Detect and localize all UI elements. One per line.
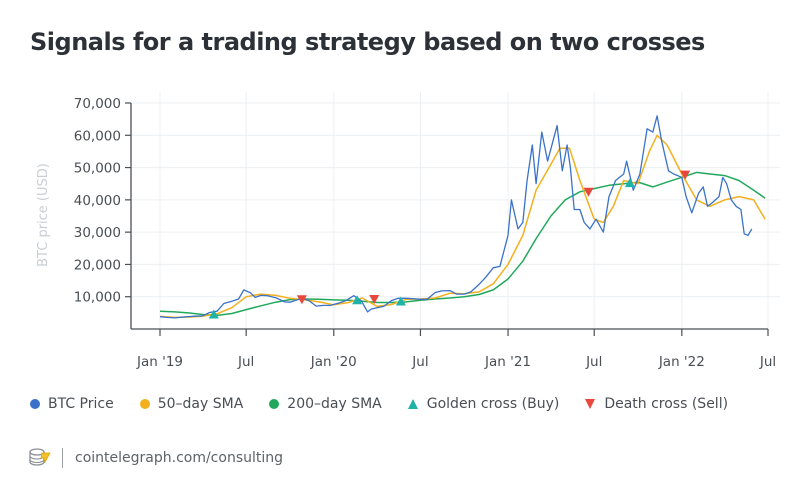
sma200-dot-icon	[269, 399, 280, 409]
legend-item-sma50[interactable]: 50–day SMA	[139, 396, 244, 412]
y-tick-label: 10,000	[74, 290, 121, 306]
legend-label: 200–day SMA	[287, 396, 382, 412]
btc-price-line	[722, 176, 753, 237]
y-tick-label: 70,000	[74, 96, 121, 112]
x-tick-label: Jan '20	[310, 354, 357, 370]
triangle-up-icon	[407, 399, 418, 409]
legend-label: Death cross (Sell)	[604, 396, 729, 412]
golden-cross-marker	[395, 296, 406, 306]
legend-label: Golden cross (Buy)	[426, 396, 560, 412]
btc-price-dot-icon	[30, 399, 40, 409]
chart-title: Signals for a trading strategy based on …	[30, 28, 705, 56]
golden-cross-marker	[208, 309, 219, 319]
y-tick-label: 40,000	[74, 193, 121, 209]
legend-item-sma200[interactable]: 200–day SMA	[269, 396, 382, 412]
y-tick-label: 50,000	[74, 161, 121, 177]
sma200-line	[159, 171, 766, 317]
source-link[interactable]: cointelegraph.com/consulting	[75, 450, 284, 466]
legend-item-death-cross[interactable]: Death cross (Sell)	[585, 396, 728, 412]
sma50-line	[159, 134, 766, 319]
death-cross-marker	[369, 294, 380, 304]
legend: BTC Price 50–day SMA 200–day SMA Golden …	[30, 396, 728, 412]
death-cross-marker	[296, 295, 307, 305]
x-tick-label: Jul	[411, 354, 428, 370]
footer: cointelegraph.com/consulting	[28, 447, 283, 469]
legend-label: BTC Price	[48, 396, 114, 412]
y-tick-label: 20,000	[74, 257, 121, 273]
x-tick-label: Jan '22	[658, 354, 705, 370]
y-axis-title: BTC price (USD)	[36, 163, 51, 267]
signal-markers	[208, 170, 691, 319]
x-tick-label: Jul	[759, 354, 776, 370]
y-tick-label: 30,000	[74, 225, 121, 241]
axes: 10,000 20,000 30,000 40,000 50,000 60,000 70,0…	[74, 96, 776, 370]
death-cross-marker	[680, 170, 691, 180]
triangle-down-icon	[585, 399, 596, 409]
x-tick-label: Jan '21	[484, 354, 531, 370]
x-tick-label: Jul	[585, 354, 602, 370]
series-lines	[159, 115, 766, 319]
footer-divider	[62, 448, 63, 468]
golden-cross-marker	[624, 178, 635, 188]
sma50-dot-icon	[139, 399, 150, 409]
y-tick-label: 60,000	[74, 128, 121, 144]
x-tick-label: Jul	[237, 354, 254, 370]
legend-item-btc-price[interactable]: BTC Price	[30, 396, 114, 412]
death-cross-marker	[583, 187, 594, 197]
cointelegraph-coin-stack-icon	[29, 448, 51, 466]
x-tick-label: Jan '19	[136, 354, 183, 370]
legend-item-golden-cross[interactable]: Golden cross (Buy)	[407, 396, 560, 412]
btc-price-line	[159, 115, 724, 319]
legend-label: 50–day SMA	[157, 396, 244, 412]
grid-lines	[131, 92, 780, 329]
golden-cross-marker	[352, 295, 363, 305]
